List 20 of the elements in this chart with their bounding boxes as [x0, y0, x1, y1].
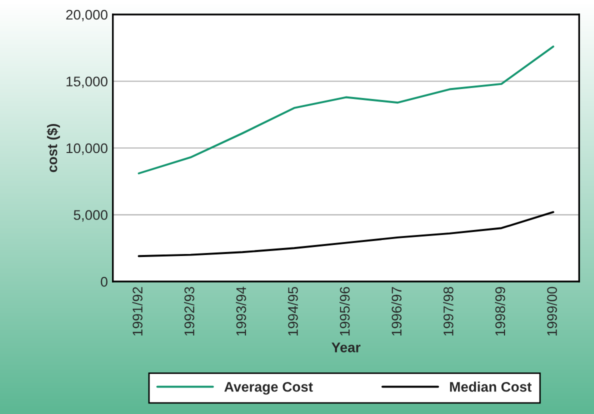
x-tick-label: 1996/97 — [391, 287, 402, 336]
x-tick-label: 1991/92 — [132, 287, 142, 336]
x-tick-label: 1997/98 — [443, 286, 454, 336]
y-tick-label: 10,000 — [66, 143, 108, 155]
line-series — [138, 211, 554, 258]
x-tick-label: 1998/99 — [494, 287, 506, 336]
x-tick-label: 1994/95 — [288, 286, 298, 336]
line-series — [138, 46, 554, 174]
x-tick-label: 1995/96 — [340, 286, 350, 336]
x-tick-label: 1992/93 — [184, 286, 194, 336]
y-axis-title: cost ($) — [46, 124, 60, 172]
x-tick-label: 1999/00 — [546, 286, 557, 336]
legend-label: Median Cost — [450, 382, 532, 392]
y-tick-label: 15,000 — [66, 76, 108, 88]
x-axis-title: Year — [332, 342, 360, 352]
y-tick-label: 20,000 — [66, 10, 108, 22]
y-tick-label: 0 — [100, 276, 108, 287]
y-tick-label: 5,000 — [74, 210, 108, 222]
x-tick-label: 1993/94 — [236, 286, 246, 336]
legend-label: Average Cost — [224, 382, 313, 395]
